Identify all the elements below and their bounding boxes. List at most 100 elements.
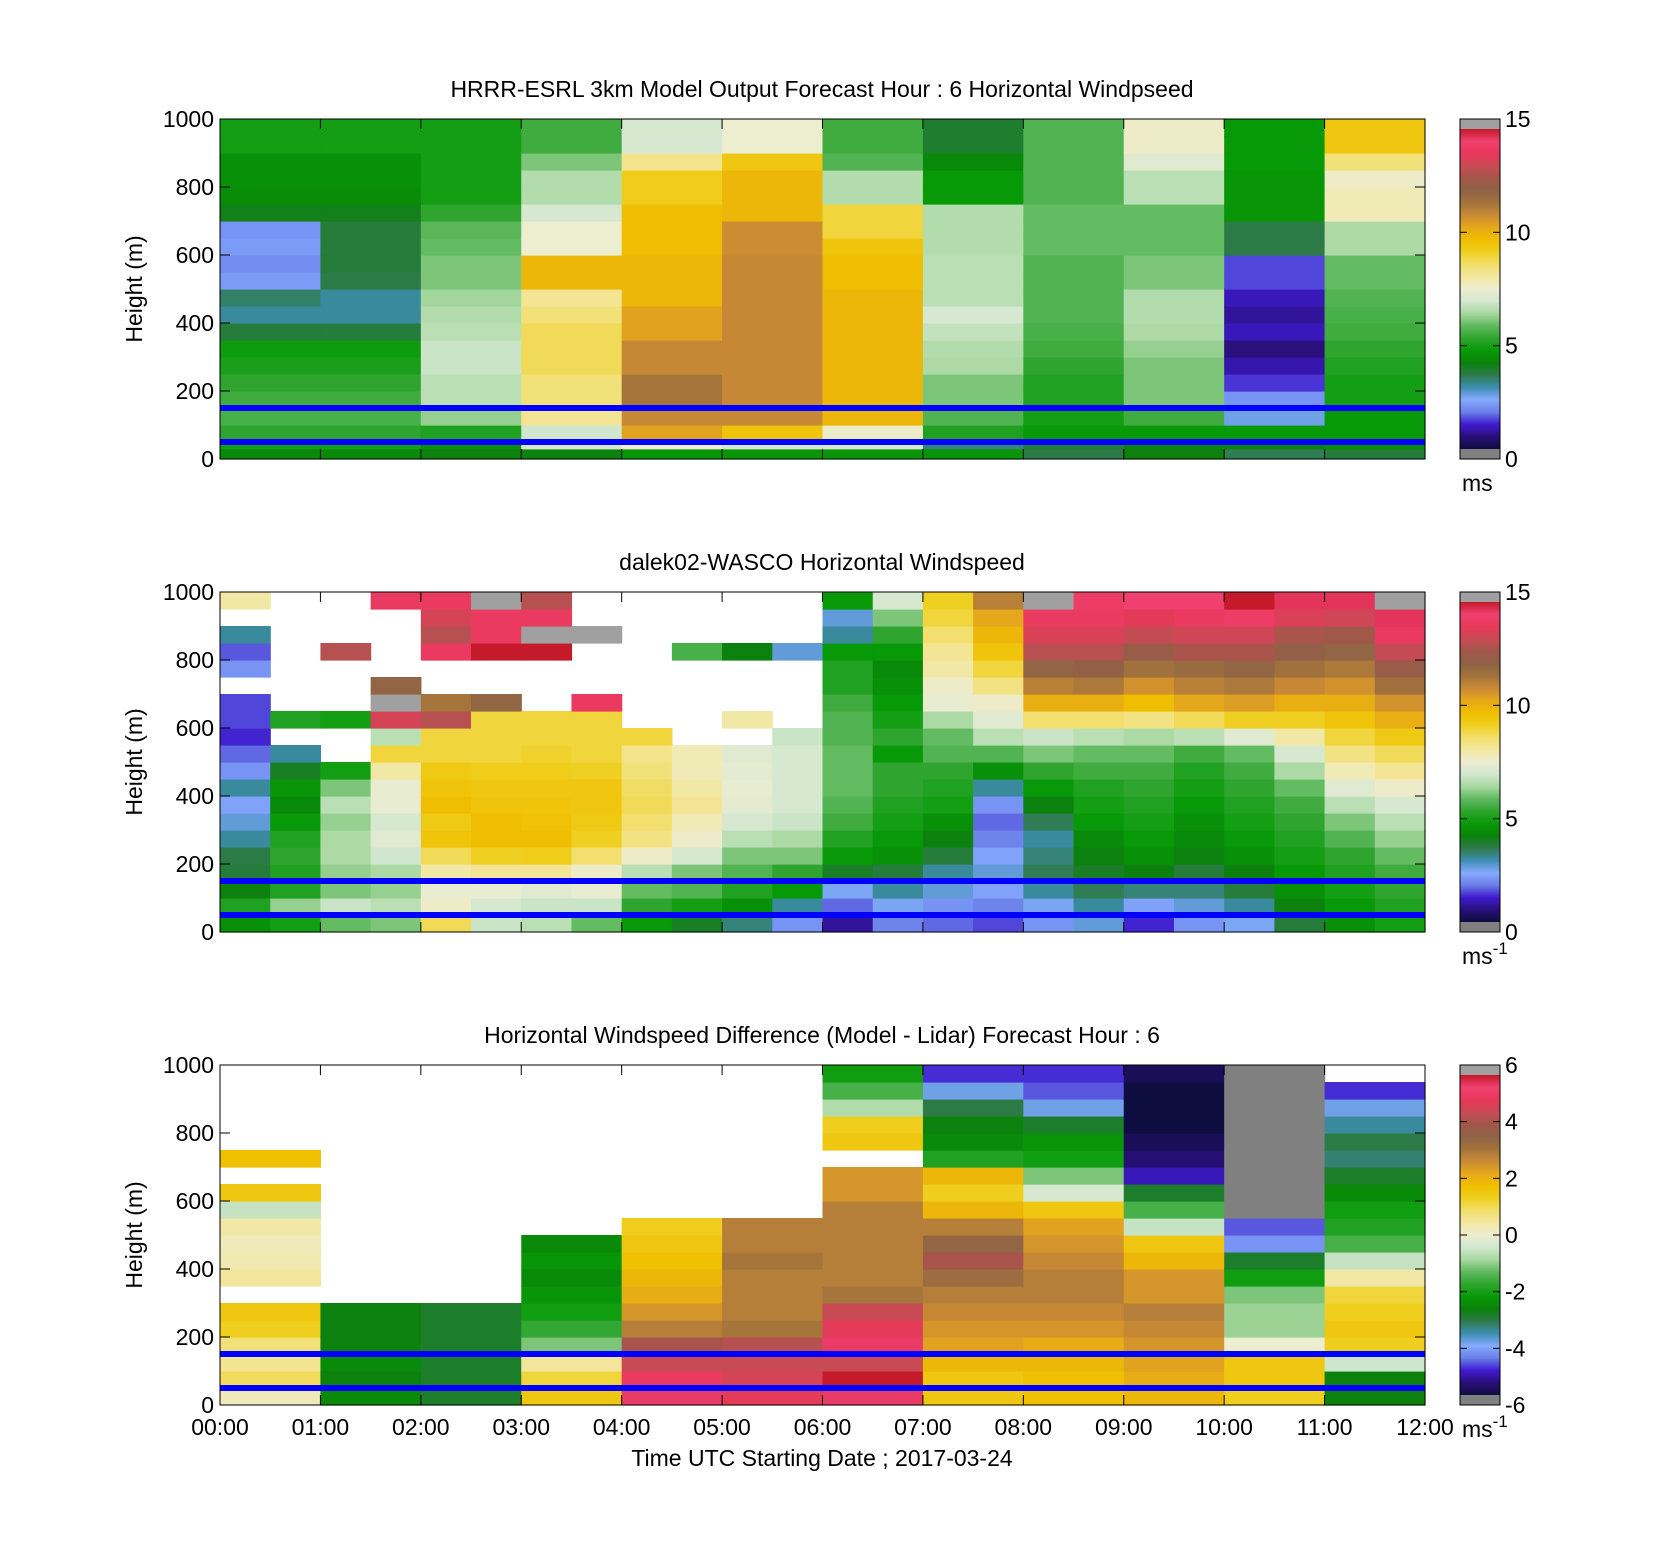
heatmap-cell	[1123, 425, 1225, 440]
heatmap-cell	[1324, 660, 1376, 678]
colorbar-over-cap	[1460, 119, 1500, 129]
heatmap-cell	[1123, 915, 1175, 933]
heatmap-cell	[822, 745, 874, 763]
heatmap-cell	[1173, 728, 1225, 746]
heatmap-cell	[822, 830, 874, 848]
x-tick-label: 05:00	[693, 1414, 751, 1440]
heatmap-cell	[772, 864, 824, 882]
heatmap-cell	[1324, 272, 1426, 290]
heatmap-cell	[1324, 170, 1426, 188]
heatmap-cell	[822, 119, 924, 137]
heatmap-cell	[1224, 187, 1326, 205]
heatmap-cell	[370, 813, 422, 831]
heatmap-cell	[320, 374, 422, 392]
heatmap-cell	[621, 289, 723, 307]
heatmap-cell	[922, 448, 1024, 460]
heatmap-cell	[1374, 813, 1426, 831]
heatmap-cell	[521, 136, 623, 154]
heatmap-cell	[621, 391, 723, 409]
heatmap-cell	[872, 609, 924, 627]
heatmap-cell	[521, 255, 623, 273]
colorbar-tick-label: 6	[1505, 1052, 1518, 1078]
heatmap-cell	[722, 374, 824, 392]
heatmap-cell	[1324, 289, 1426, 307]
heatmap-cell	[571, 881, 623, 899]
heatmap-cell	[521, 830, 573, 848]
heatmap-cell	[621, 170, 723, 188]
heatmap-cell	[1123, 119, 1225, 137]
heatmap-cell	[420, 1303, 522, 1321]
heatmap-cell	[471, 881, 522, 899]
heatmap-cell	[1023, 221, 1125, 239]
lidar-windspeed-panel: dalek02-WASCO Horizontal Windspeed 0 200 4…	[121, 549, 1531, 969]
y-tick-label: 0	[201, 446, 214, 472]
heatmap-cell	[370, 711, 422, 729]
heatmap-cell	[922, 323, 1024, 341]
heatmap-cell	[922, 660, 974, 678]
heatmap-cell	[1123, 1065, 1225, 1083]
heatmap-cell	[370, 694, 422, 712]
heatmap-cell	[1274, 728, 1326, 746]
heatmap-cell	[922, 898, 974, 916]
heatmap-cell	[1123, 1150, 1225, 1168]
heatmap-cell	[922, 306, 1024, 324]
heatmap-cell	[1123, 1218, 1225, 1236]
heatmap-cell	[772, 728, 824, 746]
heatmap-cell	[1123, 643, 1175, 661]
heatmap-cell	[1023, 374, 1125, 392]
heatmap-cell	[922, 1235, 1024, 1253]
heatmap-cell	[220, 592, 271, 610]
heatmap-cell	[521, 170, 623, 188]
lidar-heatmap-cells	[220, 592, 1426, 933]
heatmap-cell	[521, 1320, 623, 1338]
heatmap-cell	[1324, 1133, 1426, 1151]
heatmap-cell	[471, 796, 522, 814]
heatmap-cell	[1324, 323, 1426, 341]
heatmap-cell	[420, 864, 472, 882]
heatmap-cell	[521, 448, 623, 460]
heatmap-cell	[772, 779, 824, 797]
x-tick-label: 03:00	[492, 1414, 550, 1440]
heatmap-cell	[320, 1320, 422, 1338]
heatmap-cell	[722, 255, 824, 273]
heatmap-cell	[922, 119, 1024, 137]
heatmap-cell	[822, 1184, 924, 1202]
heatmap-cell	[1274, 711, 1326, 729]
heatmap-cell	[1324, 1201, 1426, 1219]
heatmap-cell	[471, 626, 522, 644]
heatmap-cell	[521, 187, 623, 205]
heatmap-cell	[973, 626, 1024, 644]
heatmap-cell	[973, 592, 1024, 610]
heatmap-cell	[621, 830, 673, 848]
heatmap-cell	[1224, 374, 1326, 392]
heatmap-cell	[1224, 391, 1326, 409]
model-x-axis	[219, 119, 1426, 459]
heatmap-cell	[1224, 1371, 1326, 1389]
heatmap-cell	[973, 847, 1024, 865]
heatmap-cell	[1023, 1286, 1125, 1304]
x-tick-label: 08:00	[995, 1414, 1053, 1440]
heatmap-cell	[571, 864, 623, 882]
heatmap-cell	[1123, 340, 1225, 358]
heatmap-cell	[220, 779, 271, 797]
heatmap-cell	[1324, 1116, 1426, 1134]
heatmap-cell	[1123, 374, 1225, 392]
heatmap-cell	[1023, 592, 1075, 610]
model-y-axis: 0 200 400 600 800 1000	[163, 106, 1425, 472]
heatmap-cell	[722, 1235, 824, 1253]
heatmap-cell	[1123, 864, 1175, 882]
heatmap-cell	[571, 779, 623, 797]
heatmap-cell	[822, 323, 924, 341]
heatmap-cell	[822, 238, 924, 256]
heatmap-cell	[1224, 915, 1275, 933]
heatmap-cell	[571, 728, 623, 746]
heatmap-cell	[1123, 813, 1175, 831]
heatmap-cell	[1073, 881, 1125, 899]
heatmap-cell	[1324, 408, 1426, 426]
model-chart-title: HRRR-ESRL 3km Model Output Forecast Hour…	[450, 76, 1193, 102]
heatmap-cell	[220, 323, 322, 341]
heatmap-cell	[973, 830, 1024, 848]
heatmap-cell	[922, 1201, 1024, 1219]
heatmap-cell	[1374, 626, 1426, 644]
heatmap-cell	[1023, 1167, 1125, 1185]
